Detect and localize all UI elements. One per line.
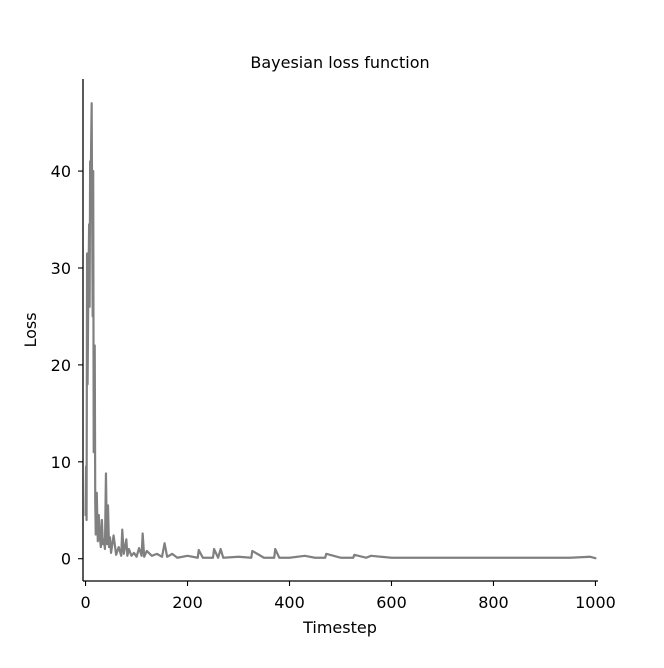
x-axis-ticks: 0 200 400 600 800 1000 <box>80 581 616 612</box>
y-tick-label: 10 <box>51 453 71 472</box>
x-tick-label: 1000 <box>575 593 616 612</box>
y-tick-label: 20 <box>51 356 71 375</box>
x-tick-label: 800 <box>478 593 509 612</box>
x-axis-label: Timestep <box>302 618 377 637</box>
y-tick-label: 40 <box>51 162 71 181</box>
x-tick-label: 0 <box>80 593 90 612</box>
x-tick-label: 600 <box>376 593 407 612</box>
x-tick-label: 400 <box>274 593 305 612</box>
x-tick-label: 200 <box>172 593 203 612</box>
plot-area: 0 200 400 600 800 1000 0 10 20 30 40 <box>51 79 616 612</box>
chart-title: Bayesian loss function <box>250 53 429 72</box>
y-tick-label: 30 <box>51 259 71 278</box>
y-axis-ticks: 0 10 20 30 40 <box>51 162 83 569</box>
series-layer <box>84 102 597 560</box>
y-tick-label: 0 <box>61 550 71 569</box>
series-line-0 <box>84 102 597 560</box>
y-axis-label: Loss <box>21 312 40 347</box>
